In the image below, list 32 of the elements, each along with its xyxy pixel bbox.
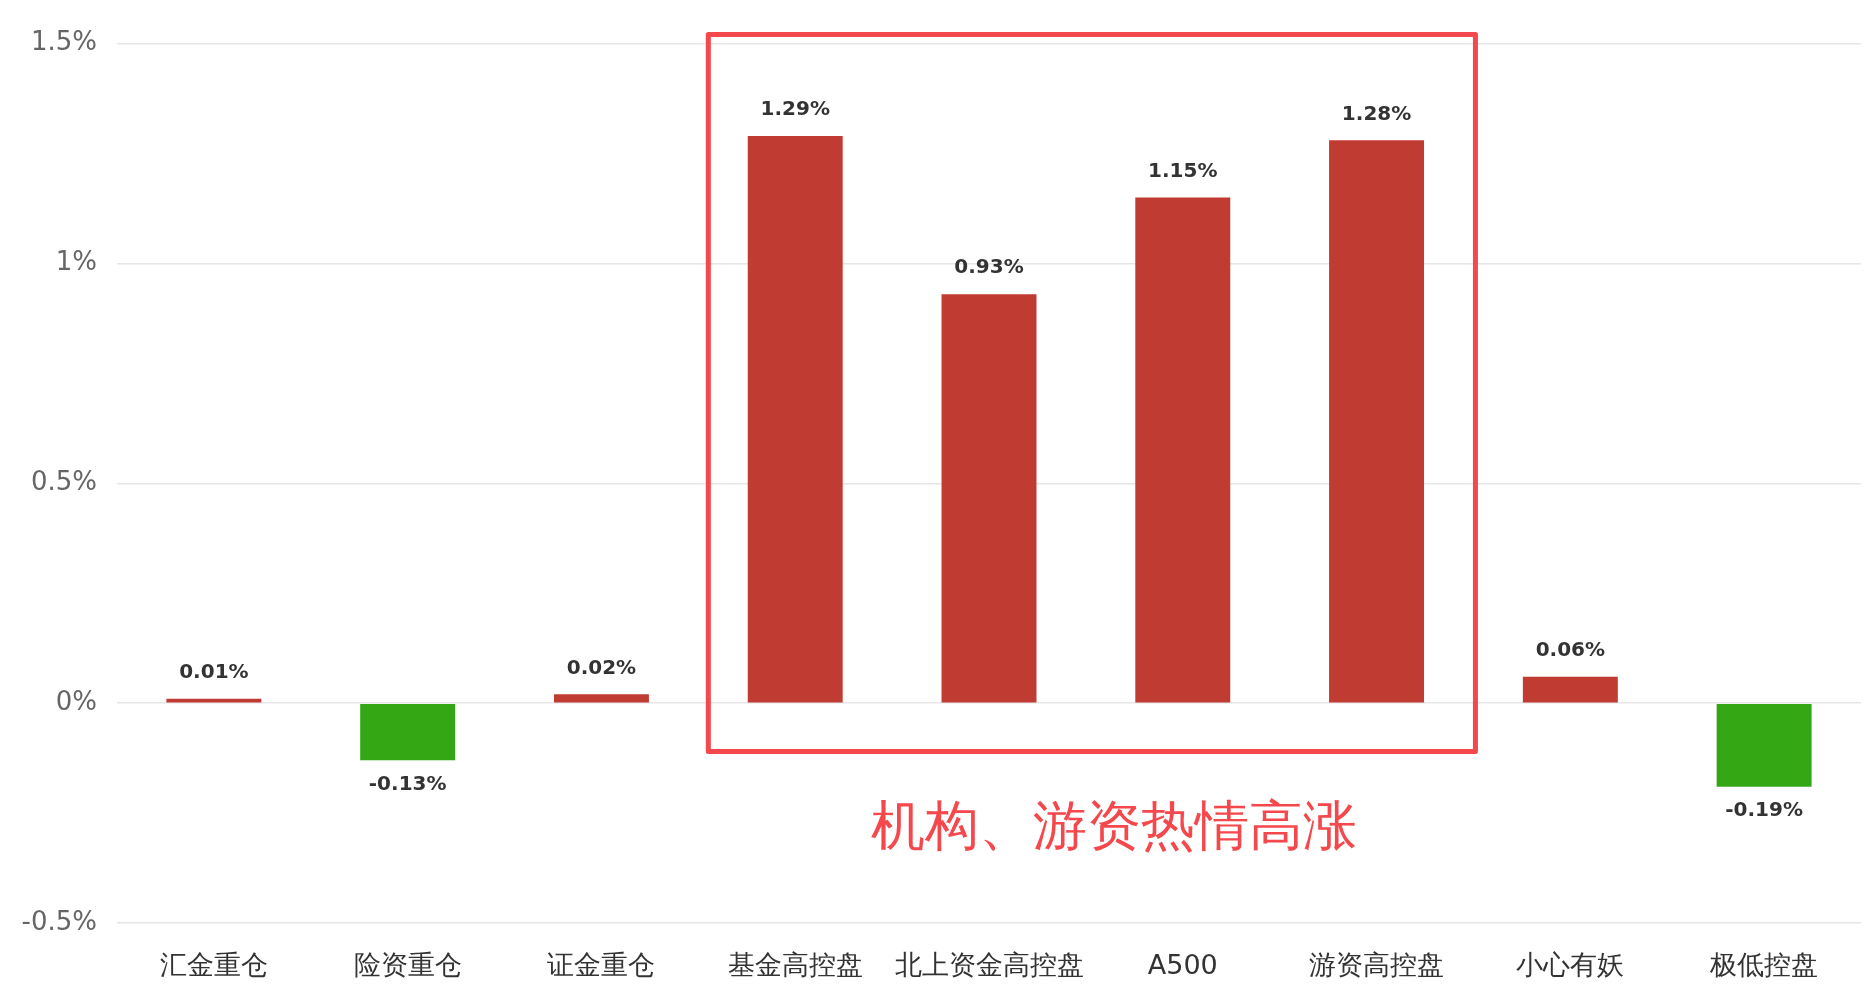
x-tick-label: 极低控盘 xyxy=(1709,949,1819,981)
x-tick-label: A500 xyxy=(1147,949,1218,981)
bar xyxy=(941,294,1037,703)
x-tick-label: 游资高控盘 xyxy=(1309,949,1445,981)
x-tick-label: 险资重仓 xyxy=(353,949,462,981)
bar xyxy=(1522,676,1618,703)
data-label: 1.15% xyxy=(1148,157,1218,182)
y-tick-label: 1% xyxy=(55,246,97,277)
data-label: 0.06% xyxy=(1535,636,1606,661)
x-tick-label: 汇金重仓 xyxy=(159,949,268,981)
data-label: 0.93% xyxy=(954,254,1024,279)
x-tick-label: 北上资金高控盘 xyxy=(894,949,1084,981)
data-label: 0.01% xyxy=(179,658,249,683)
data-label: -0.13% xyxy=(368,770,447,795)
data-label: 1.29% xyxy=(760,96,830,121)
data-label: 0.02% xyxy=(566,654,637,679)
x-tick-label: 小心有妖 xyxy=(1516,949,1625,981)
bar xyxy=(360,703,456,761)
bar xyxy=(1329,140,1425,703)
y-tick-label: 1.5% xyxy=(30,26,97,57)
x-tick-label: 证金重仓 xyxy=(547,949,656,981)
x-tick-label: 基金高控盘 xyxy=(727,949,863,981)
annotation: 机构、游资热情高涨 xyxy=(870,794,1357,858)
data-label: -0.19% xyxy=(1725,796,1803,821)
y-tick-label: 0.5% xyxy=(30,466,97,497)
bar xyxy=(747,135,843,703)
bar xyxy=(1135,197,1231,703)
y-tick-label: 0% xyxy=(55,685,97,716)
y-tick-label: -0.5% xyxy=(21,905,97,936)
bar xyxy=(1716,703,1812,787)
data-label: 1.28% xyxy=(1341,100,1412,125)
bar xyxy=(553,694,649,703)
